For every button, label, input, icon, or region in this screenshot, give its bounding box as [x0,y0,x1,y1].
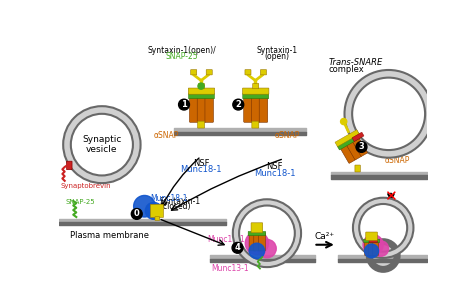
FancyBboxPatch shape [365,240,371,255]
Text: NSF: NSF [193,158,210,168]
FancyBboxPatch shape [244,98,252,122]
Text: Plasma membrane: Plasma membrane [70,231,149,240]
FancyBboxPatch shape [260,70,266,75]
Text: 2: 2 [235,100,241,109]
FancyBboxPatch shape [352,132,364,142]
Text: (open): (open) [264,52,290,61]
FancyBboxPatch shape [369,239,377,243]
FancyBboxPatch shape [150,204,164,217]
FancyBboxPatch shape [355,165,360,172]
Text: 1: 1 [181,100,187,109]
Text: Synaptic
vesicle: Synaptic vesicle [82,135,121,154]
Text: Ca²⁺: Ca²⁺ [314,232,334,241]
FancyBboxPatch shape [335,130,359,146]
FancyBboxPatch shape [243,88,269,94]
Text: Munc13-1: Munc13-1 [211,264,248,273]
Text: Munc18-1: Munc18-1 [180,165,222,174]
FancyBboxPatch shape [67,161,72,170]
Text: SNAP-25: SNAP-25 [165,52,198,61]
Circle shape [363,235,383,255]
FancyBboxPatch shape [199,84,204,89]
Text: Munc18-1: Munc18-1 [151,194,188,203]
FancyBboxPatch shape [368,240,374,255]
Text: Syntaxin-1: Syntaxin-1 [256,46,298,55]
Text: αSNAP: αSNAP [154,131,179,140]
Text: NSF: NSF [266,162,283,171]
Text: SNAP-25: SNAP-25 [65,199,95,204]
FancyBboxPatch shape [189,94,214,99]
Circle shape [134,196,155,217]
Circle shape [233,99,244,110]
FancyBboxPatch shape [249,232,256,251]
Text: Munc18-1: Munc18-1 [254,169,295,177]
Text: complex: complex [329,65,365,74]
FancyBboxPatch shape [190,98,198,122]
Text: ✕: ✕ [384,189,397,204]
Circle shape [245,232,268,255]
FancyBboxPatch shape [252,121,259,128]
Text: (closed): (closed) [160,202,191,212]
FancyBboxPatch shape [373,240,379,255]
FancyBboxPatch shape [364,239,380,243]
Text: Trans-SNARE: Trans-SNARE [329,58,383,68]
FancyBboxPatch shape [197,98,206,122]
Circle shape [131,208,142,219]
Circle shape [258,239,276,258]
Circle shape [369,242,397,269]
Text: 4: 4 [235,243,240,252]
Circle shape [179,99,190,110]
Text: 3: 3 [359,142,365,151]
FancyBboxPatch shape [206,70,212,75]
Circle shape [145,202,162,219]
Text: Munc13-1: Munc13-1 [207,235,245,244]
FancyBboxPatch shape [188,88,215,94]
FancyBboxPatch shape [191,70,197,75]
FancyBboxPatch shape [340,144,356,163]
FancyBboxPatch shape [251,98,260,122]
Text: αSNAP: αSNAP [275,131,300,140]
FancyBboxPatch shape [198,121,205,128]
Text: Syntaxin-1: Syntaxin-1 [160,197,201,206]
FancyBboxPatch shape [352,137,367,156]
Text: 0: 0 [134,209,140,219]
FancyBboxPatch shape [337,134,361,150]
FancyBboxPatch shape [259,98,268,122]
Circle shape [232,243,243,253]
Text: Syntaxin-1(open)/: Syntaxin-1(open)/ [147,46,216,55]
Circle shape [365,244,379,258]
Text: αSNAP: αSNAP [385,156,410,165]
FancyBboxPatch shape [253,84,259,89]
FancyBboxPatch shape [258,232,265,251]
FancyBboxPatch shape [205,98,213,122]
FancyBboxPatch shape [366,232,377,240]
Circle shape [356,142,367,152]
FancyBboxPatch shape [245,70,251,75]
Circle shape [341,119,347,125]
Circle shape [249,243,264,258]
FancyBboxPatch shape [243,94,269,99]
Circle shape [373,241,389,256]
FancyBboxPatch shape [155,217,160,220]
FancyBboxPatch shape [248,231,265,236]
Text: Synaptobrevin: Synaptobrevin [60,183,110,189]
Circle shape [198,83,204,89]
FancyBboxPatch shape [254,232,261,251]
FancyBboxPatch shape [346,141,361,160]
FancyBboxPatch shape [251,223,263,233]
